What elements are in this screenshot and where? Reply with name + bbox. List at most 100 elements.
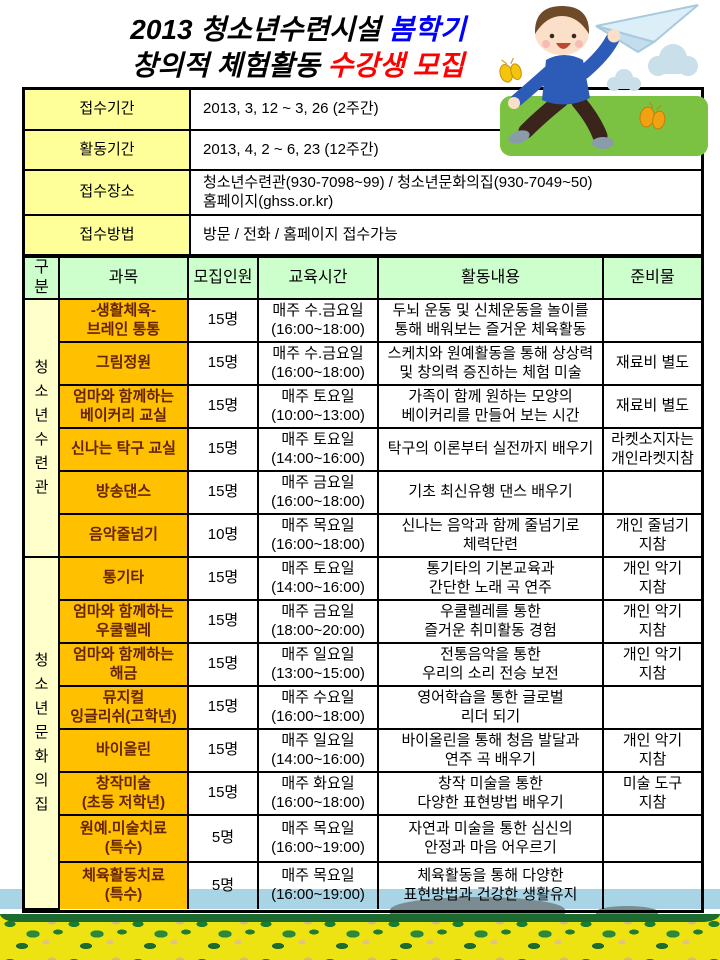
program-row: 엄마와 함께하는 해금 15명 매주 일요일 (13:00~15:00) 전통음악을 … — [25, 642, 701, 687]
title-accent-spring: 봄학기 — [388, 14, 466, 45]
program-header-row: 구분 과목 모집인원 교육시간 활동내용 준비물 — [25, 256, 701, 300]
column-header-모집인원: 모집인원 — [187, 256, 259, 300]
materials-cell: 개인 악기 지참 — [602, 642, 701, 687]
capacity-cell: 15명 — [187, 685, 259, 730]
schedule-cell: 매주 수.금요일 (16:00~18:00) — [257, 341, 379, 386]
boy-with-paper-airplane-icon — [499, 4, 708, 156]
info-label-cell: 접수기간 — [25, 90, 191, 131]
content-cell: 창작 미술을 통한 다양한 표현방법 배우기 — [377, 771, 604, 816]
group-label-cell: 청 소 년 수 련 관 — [25, 298, 60, 558]
capacity-cell: 15명 — [187, 298, 259, 343]
capacity-cell: 15명 — [187, 642, 259, 687]
materials-cell: 재료비 별도 — [602, 341, 701, 386]
subject-cell: 방송댄스 — [58, 470, 189, 515]
subject-cell: 통기타 — [58, 556, 189, 601]
column-header-활동내용: 활동내용 — [377, 256, 604, 300]
materials-cell: 라켓소지자는 개인라켓지참 — [602, 427, 701, 472]
materials-cell: 개인 악기 지참 — [602, 599, 701, 644]
column-header-교육시간: 교육시간 — [257, 256, 379, 300]
capacity-cell: 15명 — [187, 427, 259, 472]
poster-title: 2013 청소년수련시설 봄학기 창의적 체험활동 수강생 모집 — [88, 12, 508, 84]
column-header-구분: 구분 — [25, 256, 60, 300]
content-cell: 스케치와 원예활동을 통해 상상력 및 창의력 증진하는 체험 미술 — [377, 341, 604, 386]
materials-cell: 미술 도구 지참 — [602, 771, 701, 816]
title-text-year: 2013 청소년수련시설 — [130, 14, 389, 45]
group-label-cell: 청 소 년 문 화 의 집 — [25, 556, 60, 910]
info-label-cell: 활동기간 — [25, 129, 191, 171]
capacity-cell: 15명 — [187, 728, 259, 773]
column-header-과목: 과목 — [58, 256, 189, 300]
info-label-cell: 접수장소 — [25, 169, 191, 216]
subject-cell: -생활체육- 브레인 통통 — [58, 298, 189, 343]
schedule-cell: 매주 목요일 (16:00~19:00) — [257, 861, 379, 909]
schedule-cell: 매주 토요일 (14:00~16:00) — [257, 427, 379, 472]
schedule-cell: 매주 일요일 (14:00~16:00) — [257, 728, 379, 773]
materials-cell: 재료비 별도 — [602, 384, 701, 429]
program-row: 신나는 탁구 교실 15명 매주 토요일 (14:00~16:00) 탁구의 이론부터… — [25, 427, 701, 472]
materials-cell — [602, 298, 701, 343]
materials-cell — [602, 470, 701, 515]
capacity-cell: 15명 — [187, 341, 259, 386]
content-cell: 전통음악을 통한 우리의 소리 전승 보전 — [377, 642, 604, 687]
boy-figure — [508, 6, 621, 149]
content-cell: 신나는 음악과 함께 줄넘기로 체력단련 — [377, 513, 604, 558]
subject-cell: 그림정원 — [58, 341, 189, 386]
materials-cell — [602, 685, 701, 730]
schedule-cell: 매주 화요일 (16:00~18:00) — [257, 771, 379, 816]
info-row: 접수장소 청소년수련관(930-7098~99) / 청소년문화의집(930-70… — [25, 169, 701, 216]
content-cell: 가족이 함께 원하는 모양의 베이커리를 만들어 보는 시간 — [377, 384, 604, 429]
capacity-cell: 10명 — [187, 513, 259, 558]
program-table: 구분 과목 모집인원 교육시간 활동내용 준비물 청 소 년 수 련 관 -생활체육- 브레… — [25, 256, 701, 910]
capacity-cell: 15명 — [187, 384, 259, 429]
program-row: 뮤지컬 잉글리쉬(고학년) 15명 매주 수요일 (16:00~18:00) 영어학습… — [25, 685, 701, 730]
capacity-cell: 5명 — [187, 861, 259, 909]
content-cell: 우쿨렐레를 통한 즐거운 취미활동 경험 — [377, 599, 604, 644]
program-row: 체육활동치료 (특수) 5명 매주 목요일 (16:00~19:00) 체육활동을 통… — [25, 861, 701, 909]
subject-cell: 엄마와 함께하는 우쿨렐레 — [58, 599, 189, 644]
program-row: 음악줄넘기 10명 매주 목요일 (16:00~18:00) 신나는 음악과 함께 줄… — [25, 513, 701, 558]
flower-field — [0, 914, 720, 960]
info-value-cell: 방문 / 전화 / 홈페이지 접수가능 — [189, 214, 701, 256]
program-row: 방송댄스 15명 매주 금요일 (16:00~18:00) 기초 최신유행 댄스 배우… — [25, 470, 701, 515]
schedule-cell: 매주 금요일 (18:00~20:00) — [257, 599, 379, 644]
schedule-cell: 매주 토요일 (10:00~13:00) — [257, 384, 379, 429]
subject-cell: 엄마와 함께하는 베이커리 교실 — [58, 384, 189, 429]
schedule-cell: 매주 수요일 (16:00~18:00) — [257, 685, 379, 730]
schedule-cell: 매주 토요일 (14:00~16:00) — [257, 556, 379, 601]
content-cell: 바이올린을 통해 청음 발달과 연주 곡 배우기 — [377, 728, 604, 773]
butterfly-icon — [639, 101, 666, 130]
content-cell: 체육활동을 통해 다양한 표현방법과 건강한 생활유지 — [377, 861, 604, 909]
title-text-activity: 창의적 체험활동 — [131, 50, 328, 81]
info-label-cell: 접수방법 — [25, 214, 191, 256]
content-cell: 두뇌 운동 및 신체운동을 놀이를 통해 배워보는 즐거운 체육활동 — [377, 298, 604, 343]
program-row: 창작미술 (초등 저학년) 15명 매주 화요일 (16:00~18:00) 창작 미… — [25, 771, 701, 816]
content-cell: 탁구의 이론부터 실전까지 배우기 — [377, 427, 604, 472]
program-row: 엄마와 함께하는 베이커리 교실 15명 매주 토요일 (10:00~13:00) 가… — [25, 384, 701, 429]
butterfly-icon — [499, 57, 522, 83]
schedule-cell: 매주 수.금요일 (16:00~18:00) — [257, 298, 379, 343]
flower-field-edge — [0, 914, 720, 922]
content-cell: 자연과 미술을 통한 심신의 안정과 마음 어우르기 — [377, 814, 604, 863]
poster-title-line1: 2013 청소년수련시설 봄학기 — [88, 12, 508, 48]
content-cell: 통기타의 기본교육과 간단한 노래 곡 연주 — [377, 556, 604, 601]
capacity-cell: 15명 — [187, 556, 259, 601]
materials-cell: 개인 악기 지참 — [602, 556, 701, 601]
materials-cell — [602, 861, 701, 909]
capacity-cell: 15명 — [187, 771, 259, 816]
poster-title-line2: 창의적 체험활동 수강생 모집 — [88, 48, 508, 84]
capacity-cell: 5명 — [187, 814, 259, 863]
subject-cell: 신나는 탁구 교실 — [58, 427, 189, 472]
program-row: 엄마와 함께하는 우쿨렐레 15명 매주 금요일 (18:00~20:00) 우쿨렐레… — [25, 599, 701, 644]
subject-cell: 체육활동치료 (특수) — [58, 861, 189, 909]
column-header-준비물: 준비물 — [602, 256, 701, 300]
subject-cell: 바이올린 — [58, 728, 189, 773]
schedule-cell: 매주 목요일 (16:00~19:00) — [257, 814, 379, 863]
title-accent-recruit: 수강생 모집 — [327, 50, 465, 81]
subject-cell: 뮤지컬 잉글리쉬(고학년) — [58, 685, 189, 730]
subject-cell: 원예.미술치료 (특수) — [58, 814, 189, 863]
materials-cell: 개인 악기 지참 — [602, 728, 701, 773]
materials-cell: 개인 줄넘기 지참 — [602, 513, 701, 558]
content-cell: 영어학습을 통한 글로벌 리더 되기 — [377, 685, 604, 730]
boy-illustration — [486, 0, 720, 164]
subject-cell: 음악줄넘기 — [58, 513, 189, 558]
